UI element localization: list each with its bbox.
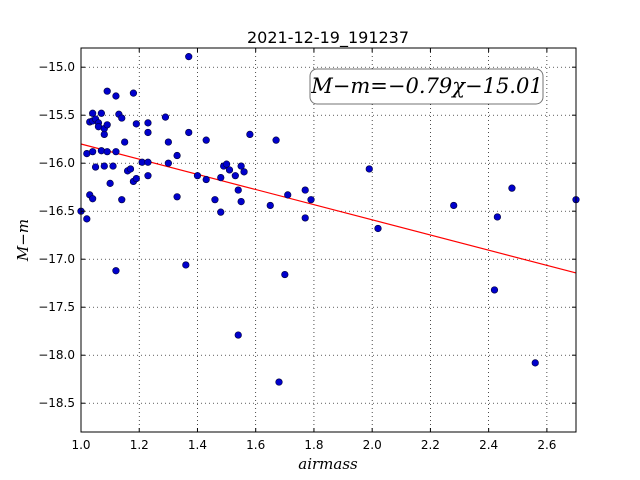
- data-point: [118, 196, 126, 204]
- data-point: [132, 174, 140, 183]
- data-point: [493, 213, 501, 221]
- data-point: [126, 165, 135, 173]
- data-point: [89, 195, 97, 203]
- x-axis-label: airmass: [298, 455, 358, 473]
- x-tick-label: 2.4: [479, 438, 498, 452]
- data-point: [89, 148, 97, 156]
- y-tick-label: −15.5: [38, 108, 75, 122]
- data-point: [144, 119, 152, 127]
- data-point: [275, 378, 283, 386]
- data-point: [112, 148, 120, 156]
- x-tick-label: 2.6: [537, 438, 556, 452]
- data-point: [237, 162, 245, 170]
- data-point: [365, 165, 373, 173]
- y-tick-label: −17.0: [38, 252, 75, 266]
- data-point: [103, 148, 111, 156]
- data-point: [97, 109, 105, 117]
- data-point: [531, 359, 539, 367]
- data-point: [103, 121, 111, 129]
- data-point: [144, 172, 152, 180]
- data-point: [144, 158, 152, 166]
- x-tick-label: 1.6: [246, 438, 265, 452]
- data-point: [222, 160, 231, 168]
- data-point: [97, 147, 105, 155]
- data-point: [211, 196, 219, 204]
- data-point: [132, 120, 140, 128]
- data-point: [307, 196, 315, 204]
- data-point: [202, 175, 210, 184]
- y-tick-label: −15.0: [38, 60, 75, 74]
- data-point: [234, 186, 242, 194]
- data-point: [182, 261, 190, 269]
- data-point: [173, 151, 181, 160]
- data-point: [490, 286, 499, 294]
- data-point: [83, 215, 91, 223]
- data-point: [121, 138, 129, 146]
- data-point: [91, 163, 100, 171]
- data-point: [266, 201, 274, 210]
- y-tick-label: −17.5: [38, 300, 75, 314]
- x-tick-label: 2.0: [363, 438, 382, 452]
- plot-frame: [80, 47, 577, 433]
- data-point: [217, 174, 225, 182]
- data-point: [109, 162, 117, 170]
- data-point: [202, 136, 210, 144]
- data-point: [231, 172, 239, 180]
- fit-equation-box: M−m=−0.79χ−15.01: [309, 68, 544, 105]
- data-point: [112, 92, 120, 100]
- data-point: [185, 128, 193, 137]
- data-point: [284, 191, 292, 199]
- axis-ticks: 1.0 1.2 1.4 1.6 1.8 2.0 2.2 2.4 2.6 −15.0 −15.5 −16…: [38, 48, 576, 452]
- data-point: [450, 201, 458, 210]
- data-point: [237, 198, 245, 206]
- data-point: [240, 168, 248, 176]
- y-tick-label: −16.0: [38, 156, 75, 170]
- data-point: [217, 208, 225, 216]
- data-point: [106, 179, 114, 187]
- y-axis-label: M−m: [14, 219, 32, 262]
- y-tick-label: −18.0: [38, 348, 75, 362]
- x-tick-label: 2.2: [421, 438, 440, 452]
- data-point: [161, 113, 170, 121]
- data-point: [100, 162, 108, 170]
- data-point: [112, 267, 120, 275]
- data-point: [89, 109, 97, 117]
- data-point: [246, 130, 254, 138]
- fit-equation: M−m=−0.79χ−15.01: [310, 74, 542, 98]
- chart-title: 2021-12-19_191237: [247, 28, 409, 48]
- data-point: [144, 128, 152, 137]
- data-point: [234, 331, 242, 339]
- grid-lines: [80, 48, 576, 432]
- data-point: [185, 53, 193, 61]
- data-point: [164, 159, 172, 167]
- fit-line-layer: [80, 143, 577, 274]
- data-point: [301, 214, 309, 222]
- data-point: [374, 224, 382, 233]
- data-point: [118, 114, 126, 122]
- data-point: [272, 136, 280, 144]
- x-tick-label: 1.0: [71, 438, 90, 452]
- data-point: [129, 89, 138, 97]
- data-point: [225, 166, 234, 174]
- data-point: [173, 193, 181, 201]
- data-points: [77, 53, 580, 386]
- data-point: [508, 184, 516, 192]
- data-point: [193, 172, 202, 180]
- data-point: [164, 138, 172, 146]
- x-tick-label: 1.4: [188, 438, 207, 452]
- fit-line: [80, 143, 577, 274]
- data-point: [281, 270, 289, 279]
- data-point: [103, 87, 111, 95]
- x-tick-label: 1.2: [130, 438, 149, 452]
- y-tick-label: −16.5: [38, 204, 75, 218]
- y-tick-label: −18.5: [38, 396, 75, 410]
- x-tick-label: 1.8: [304, 438, 323, 452]
- data-point: [301, 186, 309, 194]
